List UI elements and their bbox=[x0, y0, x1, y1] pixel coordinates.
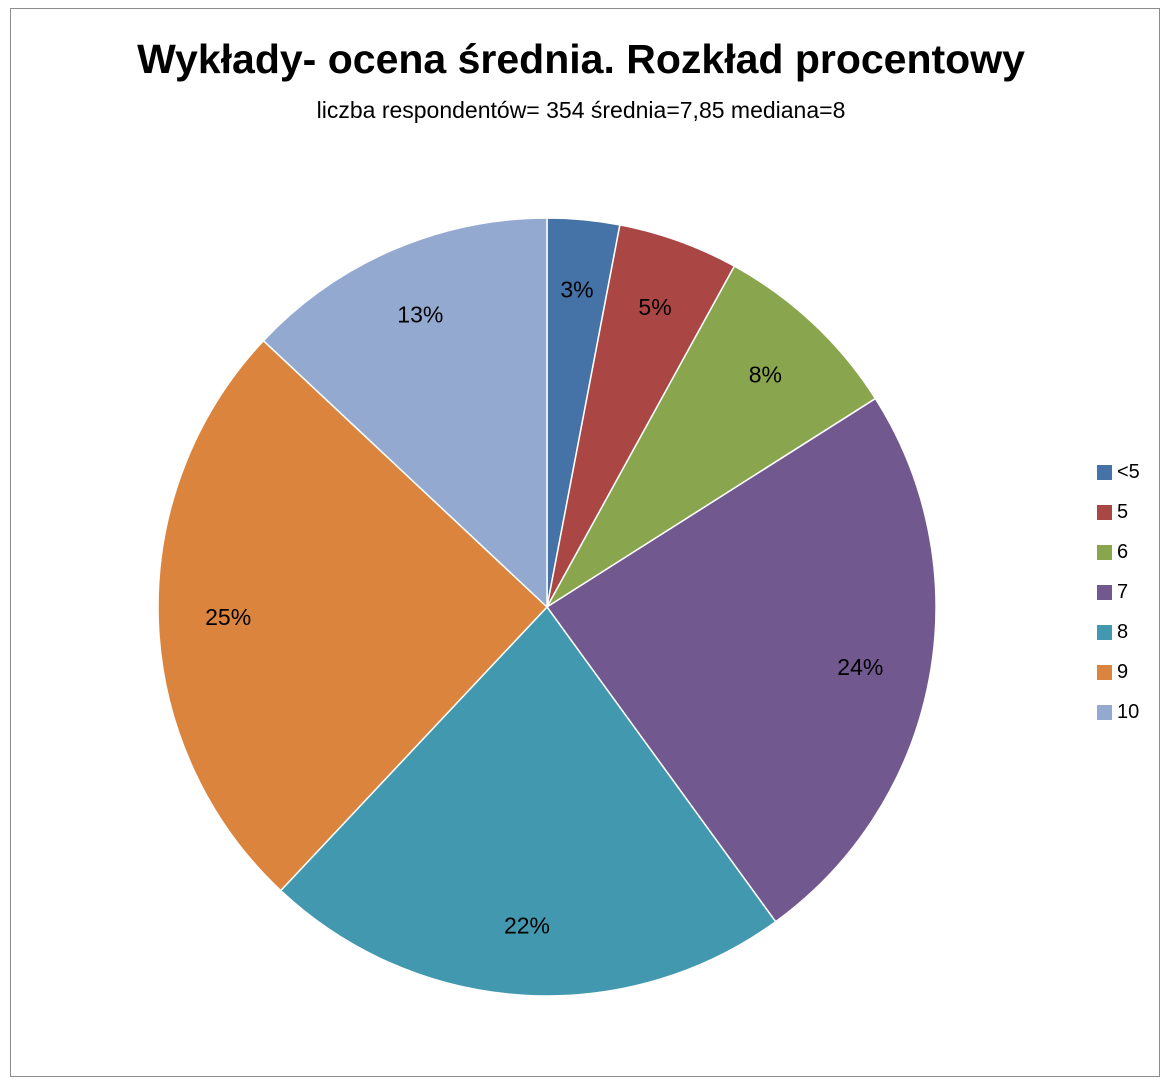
legend-swatch-2 bbox=[1097, 504, 1112, 520]
slice-data-label-7: 13% bbox=[397, 301, 443, 327]
pie-slice-5 bbox=[279, 605, 777, 997]
legend-item-6: 9 bbox=[1097, 652, 1159, 692]
slice-data-label-3: 8% bbox=[749, 361, 782, 387]
pie-slice-6 bbox=[157, 339, 549, 892]
chart-title: Wykłady- ocena średnia. Rozkład procento… bbox=[137, 36, 1025, 82]
slice-data-label-2: 5% bbox=[638, 294, 671, 320]
chart-subtitle: liczba respondentów= 354 średnia=7,85 me… bbox=[316, 97, 846, 123]
legend-label-4: 7 bbox=[1117, 581, 1129, 603]
slice-data-label-1: 3% bbox=[560, 276, 593, 302]
pie-slice-7 bbox=[262, 217, 548, 609]
legend-item-5: 8 bbox=[1097, 612, 1159, 652]
legend-label-1: <5 bbox=[1117, 461, 1140, 483]
pie-slice-4 bbox=[545, 397, 937, 923]
legend-swatch-5 bbox=[1097, 624, 1112, 640]
legend-swatch-4 bbox=[1097, 584, 1112, 600]
legend-item-2: 5 bbox=[1097, 492, 1159, 532]
legend-label-6: 9 bbox=[1117, 661, 1129, 683]
legend-label-5: 8 bbox=[1117, 621, 1129, 643]
slice-data-label-5: 22% bbox=[504, 912, 550, 938]
pie-slice-3 bbox=[546, 265, 877, 608]
legend-item-4: 7 bbox=[1097, 572, 1159, 612]
slice-data-label-4: 24% bbox=[837, 654, 883, 680]
legend-item-7: 10 bbox=[1097, 692, 1159, 732]
slice-data-label-6: 25% bbox=[205, 604, 251, 630]
legend: <5 5 6 7 8 9 10 bbox=[1097, 452, 1159, 732]
legend-swatch-1 bbox=[1097, 464, 1112, 480]
legend-swatch-7 bbox=[1097, 704, 1112, 720]
pie-labels: 3% 5% 8% 24% 22% 25% 13% bbox=[205, 276, 883, 938]
legend-item-3: 6 bbox=[1097, 532, 1159, 572]
pie-slices bbox=[157, 217, 937, 997]
legend-swatch-3 bbox=[1097, 544, 1112, 560]
legend-label-3: 6 bbox=[1117, 541, 1129, 563]
legend-label-7: 10 bbox=[1117, 701, 1140, 723]
legend-swatch-6 bbox=[1097, 664, 1112, 680]
legend-item-1: <5 bbox=[1097, 452, 1159, 492]
legend-label-2: 5 bbox=[1117, 501, 1129, 523]
